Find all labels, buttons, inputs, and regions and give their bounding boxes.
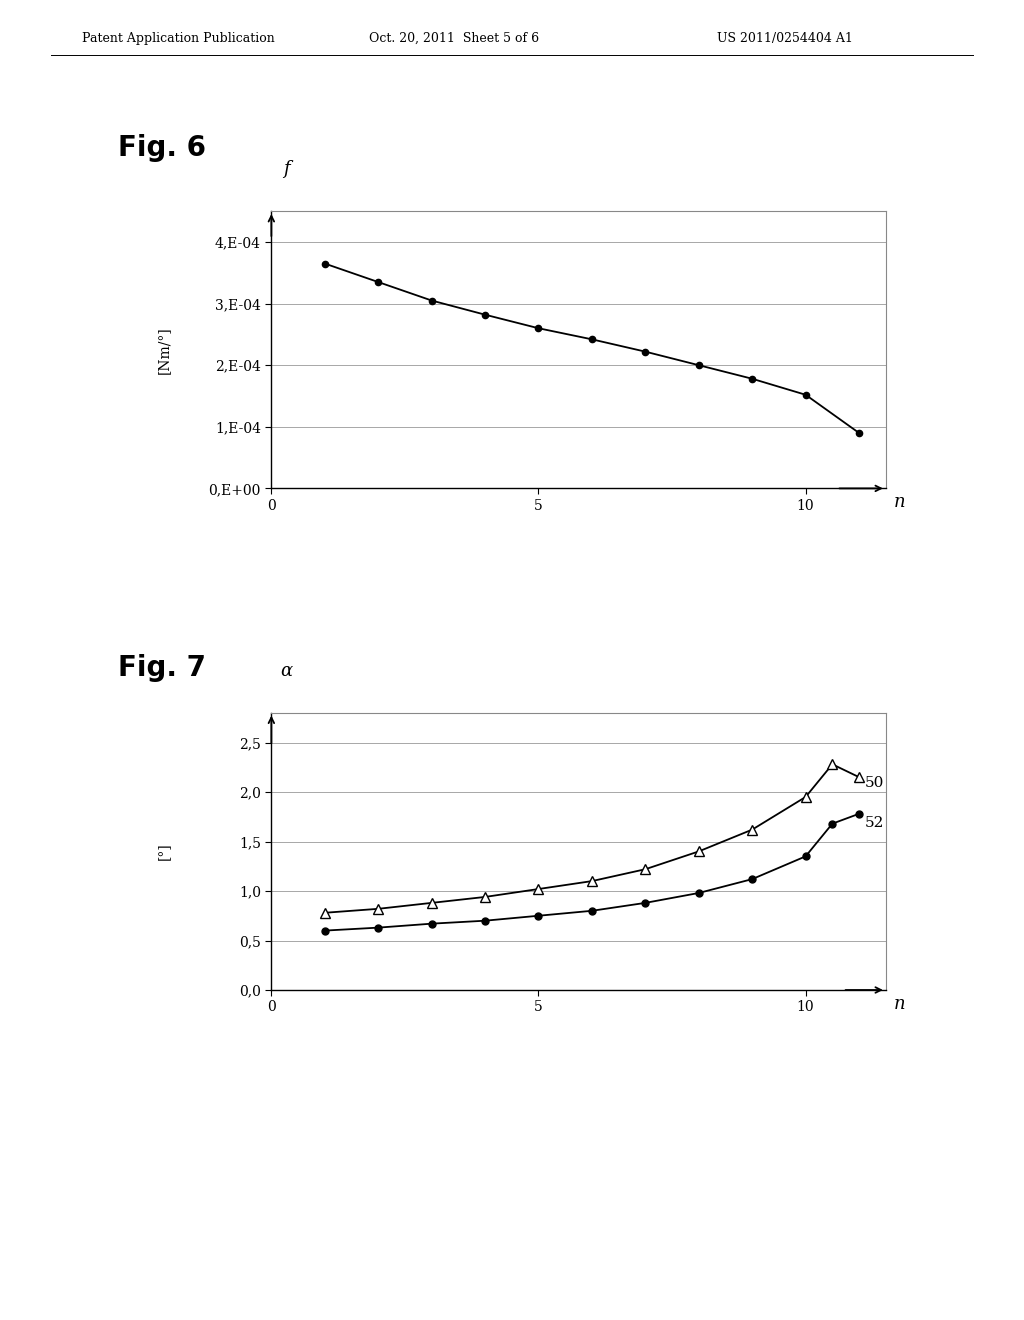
- Text: [Nm/°]: [Nm/°]: [157, 326, 171, 374]
- Text: f: f: [284, 160, 290, 178]
- Text: [°]: [°]: [157, 842, 171, 861]
- Text: n: n: [894, 995, 905, 1012]
- Text: Oct. 20, 2011  Sheet 5 of 6: Oct. 20, 2011 Sheet 5 of 6: [369, 32, 539, 45]
- Text: Fig. 7: Fig. 7: [118, 653, 206, 682]
- Text: 52: 52: [864, 816, 884, 830]
- Text: US 2011/0254404 A1: US 2011/0254404 A1: [717, 32, 853, 45]
- Text: α: α: [281, 661, 293, 680]
- Text: n: n: [894, 494, 905, 511]
- Text: 50: 50: [864, 776, 884, 791]
- Text: Patent Application Publication: Patent Application Publication: [82, 32, 274, 45]
- Text: Fig. 6: Fig. 6: [118, 133, 206, 162]
